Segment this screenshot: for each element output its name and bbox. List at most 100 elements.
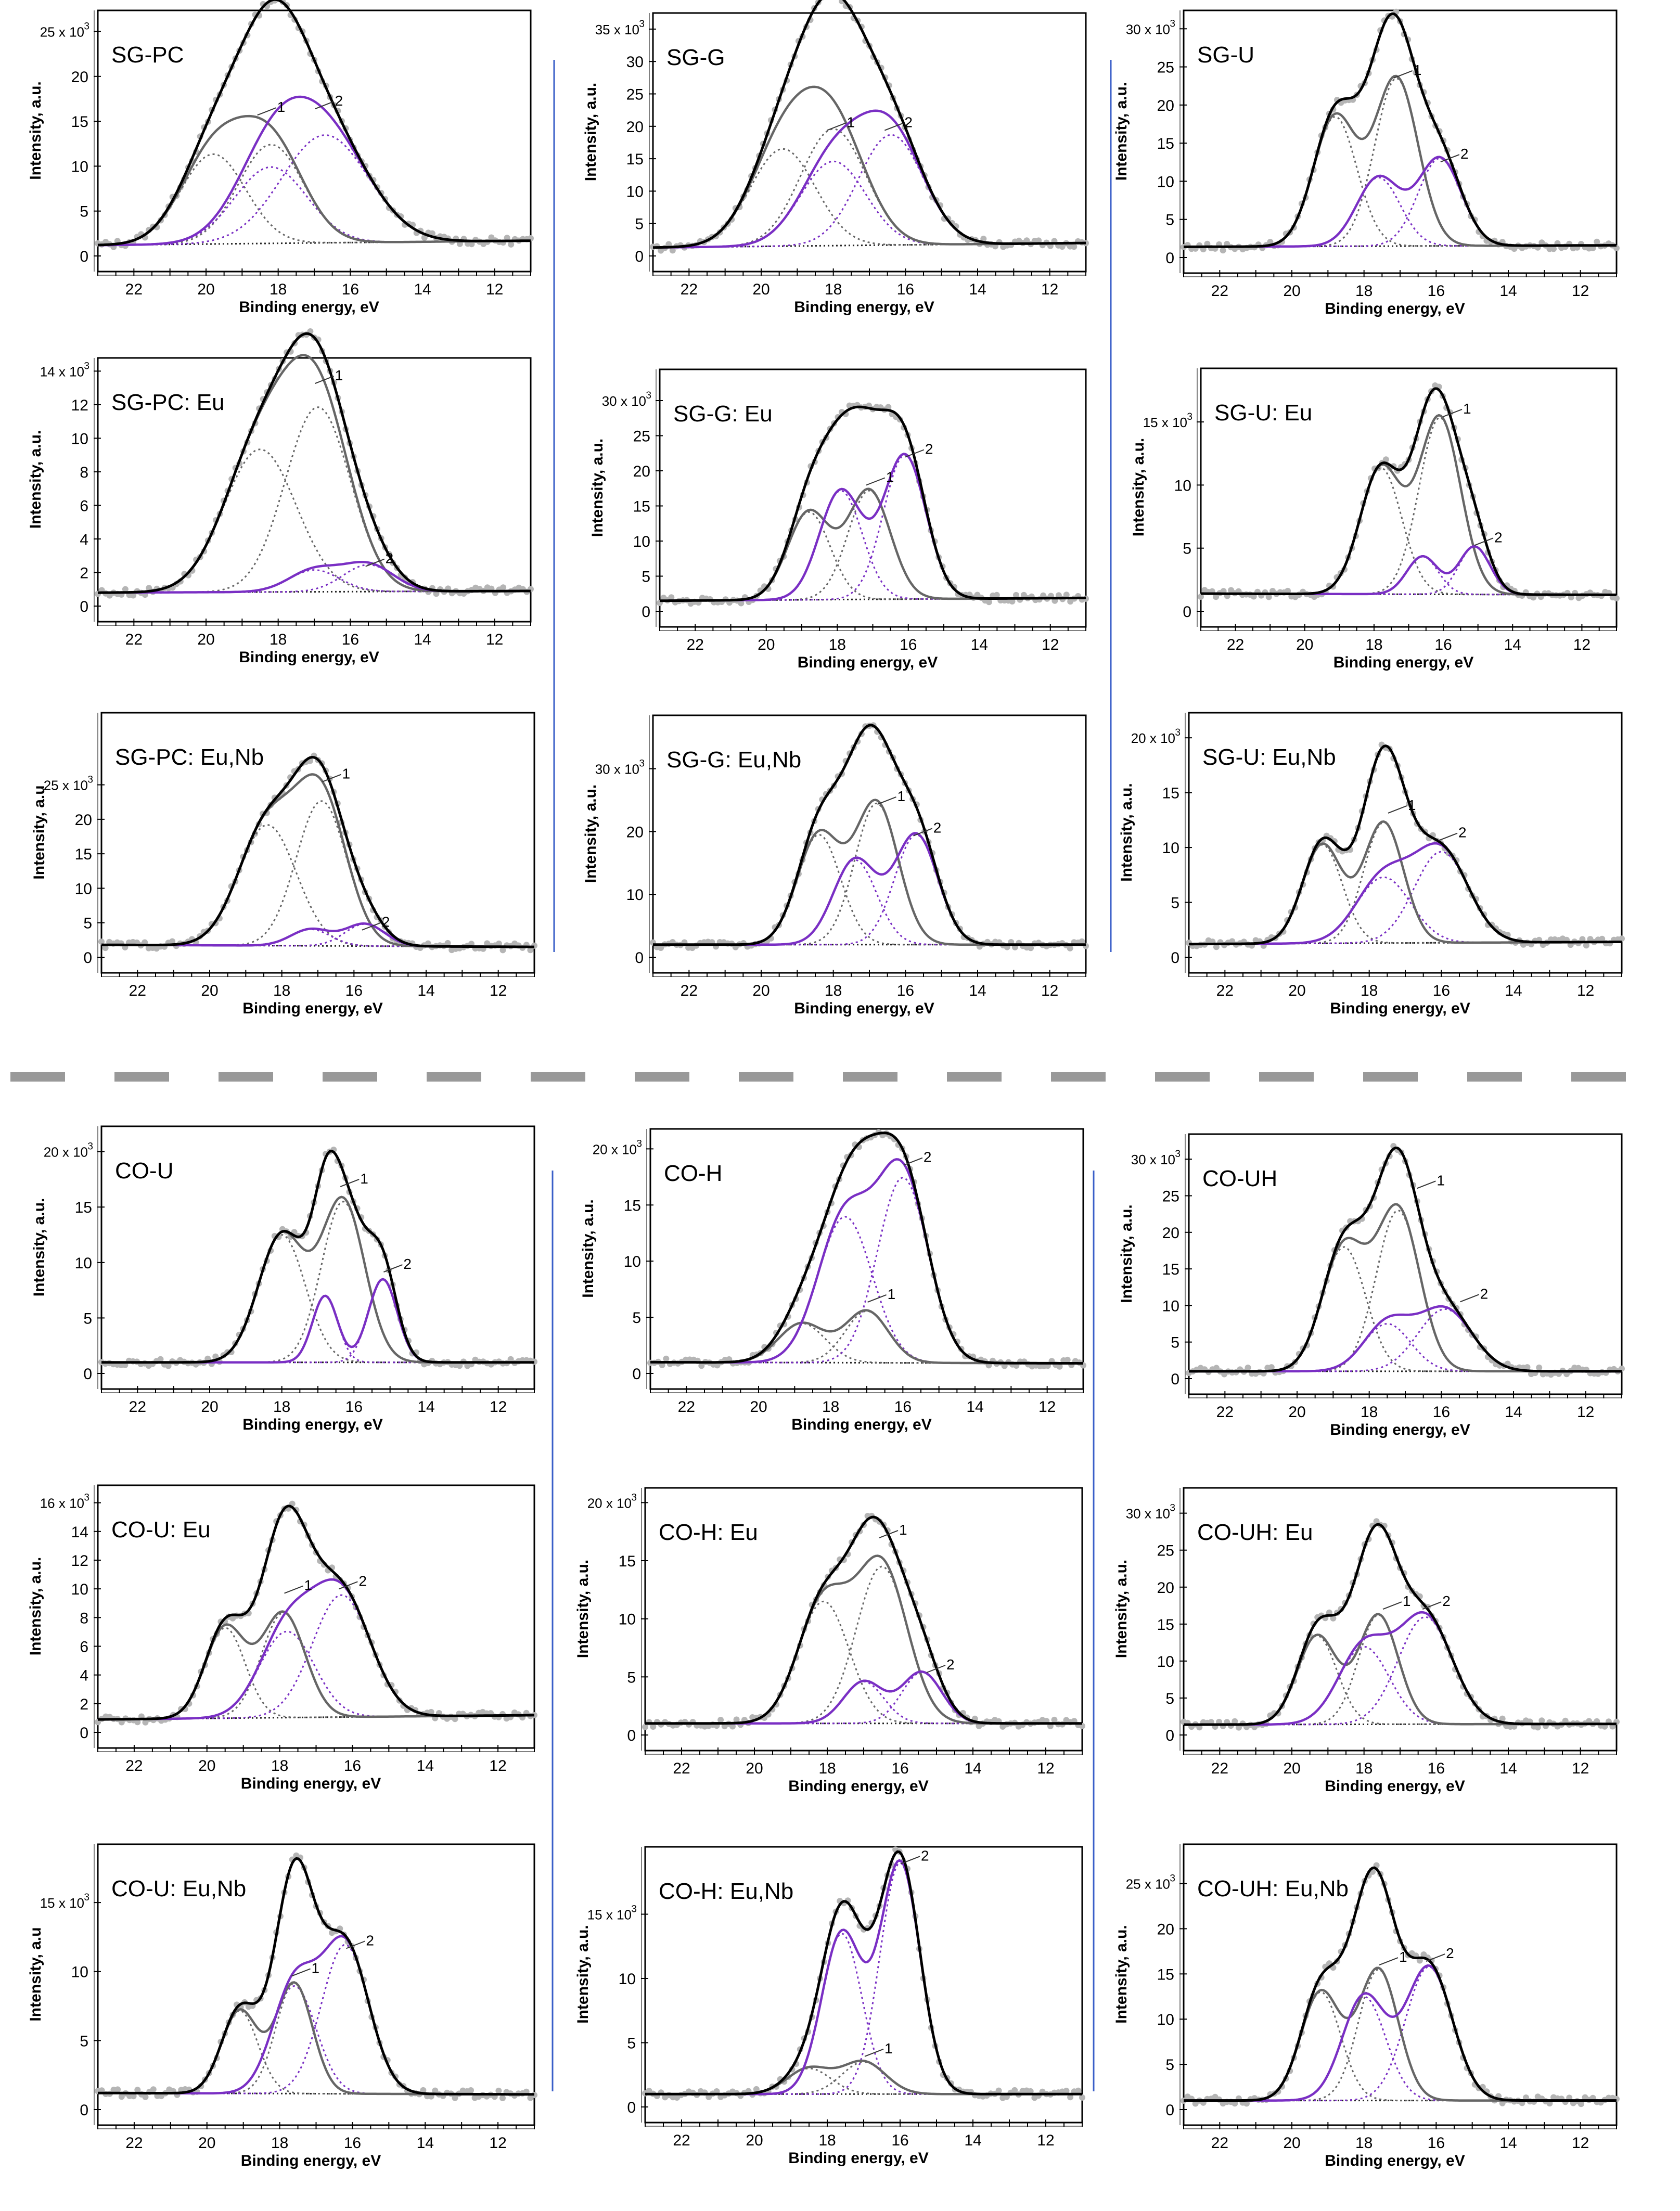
x-tick-label: 18 bbox=[818, 1760, 836, 1777]
y-axis-title: Intensity, a.u. bbox=[582, 785, 599, 883]
raw-data-point bbox=[1373, 1518, 1380, 1525]
peak1-label: 1 bbox=[304, 1577, 313, 1593]
x-axis-title: Binding energy, eV bbox=[239, 299, 379, 316]
label-leader bbox=[365, 558, 385, 567]
raw-data-point bbox=[146, 585, 152, 592]
raw-data-point bbox=[142, 2093, 149, 2100]
label-leader bbox=[1388, 805, 1407, 814]
y-tick-label: 15 bbox=[75, 846, 92, 863]
raw-data-point bbox=[452, 2094, 458, 2101]
raw-data-point bbox=[1619, 935, 1625, 942]
x-tick-label: 22 bbox=[129, 1398, 146, 1416]
x-tick-label: 14 bbox=[1504, 636, 1521, 653]
y-tick-label: 14 bbox=[71, 1524, 88, 1541]
label-leader bbox=[339, 1581, 358, 1590]
raw-data-point bbox=[165, 1362, 172, 1369]
y-tick-label: 0 bbox=[83, 949, 92, 967]
x-tick-label: 18 bbox=[270, 631, 287, 648]
label-leader bbox=[1382, 1601, 1402, 1610]
x-tick-label: 14 bbox=[417, 2135, 434, 2152]
x-tick-label: 20 bbox=[750, 1398, 767, 1416]
y-tick-label: 5 bbox=[1165, 1690, 1174, 1707]
y-axis-title: Intensity, a.u bbox=[31, 785, 48, 879]
panel-title: SG-U bbox=[1197, 42, 1254, 68]
y-tick-label: 20 bbox=[1157, 1921, 1174, 1938]
raw-data-point bbox=[1220, 247, 1226, 254]
y-tick-label: 5 bbox=[627, 2035, 636, 2052]
peak2-label: 2 bbox=[1460, 146, 1469, 162]
label-leader bbox=[884, 122, 904, 131]
plot-frame bbox=[1183, 1487, 1618, 1752]
raw-data-point bbox=[1011, 2087, 1018, 2093]
y-multiplier: 30 x 10 bbox=[595, 762, 639, 777]
x-axis-title: Binding energy, eV bbox=[242, 1000, 383, 1017]
panel-title: SG-G: Eu,Nb bbox=[666, 747, 801, 773]
peak1-label: 1 bbox=[312, 1960, 320, 1976]
x-tick-label: 22 bbox=[1211, 2135, 1228, 2152]
raw-data-point bbox=[1213, 944, 1220, 950]
y-tick-label: 10 bbox=[75, 1255, 92, 1272]
raw-data-point bbox=[1067, 2094, 1074, 2101]
plot-frame bbox=[97, 9, 532, 273]
y-tick-label: 10 bbox=[1162, 840, 1179, 857]
x-axis-title: Binding energy, eV bbox=[1325, 300, 1465, 317]
x-tick-label: 14 bbox=[964, 1760, 981, 1777]
panel-title: CO-U: Eu,Nb bbox=[111, 1876, 246, 1901]
x-tick-label: 20 bbox=[1283, 282, 1300, 300]
x-tick-label: 14 bbox=[964, 2132, 981, 2149]
envelope-curve bbox=[1189, 744, 1622, 946]
y-tick-label: 5 bbox=[1165, 212, 1174, 229]
raw-data-point bbox=[157, 1356, 164, 1362]
peak2-label: 2 bbox=[366, 1932, 374, 1948]
raw-data-point bbox=[114, 2086, 121, 2093]
x-tick-label: 16 bbox=[1428, 1760, 1445, 1777]
y-tick-label: 4 bbox=[80, 531, 88, 548]
x-tick-label: 14 bbox=[414, 281, 431, 298]
x-tick-label: 12 bbox=[1041, 281, 1058, 298]
x-tick-label: 14 bbox=[1505, 982, 1522, 999]
y-axis-title: Intensity, a.u. bbox=[1113, 82, 1130, 181]
x-tick-label: 14 bbox=[1499, 2135, 1517, 2152]
x-tick-label: 20 bbox=[198, 1757, 215, 1775]
raw-data-point bbox=[1023, 237, 1030, 244]
label-leader bbox=[291, 1968, 311, 1977]
y-multiplier: 15 x 10 bbox=[1143, 415, 1187, 430]
raw-data-point bbox=[985, 599, 992, 606]
y-axis-title: Intensity, a.u. bbox=[1113, 1925, 1130, 2023]
y-multiplier: 25 x 10 bbox=[40, 24, 84, 40]
x-tick-label: 22 bbox=[678, 1398, 695, 1416]
x-tick-label: 22 bbox=[125, 631, 143, 648]
y-tick-label: 20 bbox=[1162, 1225, 1179, 1242]
raw-data-point bbox=[508, 241, 515, 248]
raw-data-point bbox=[1035, 237, 1042, 244]
peak2-label: 2 bbox=[1494, 529, 1503, 545]
y-tick-label: 0 bbox=[627, 2099, 636, 2116]
y-tick-label: 15 bbox=[1162, 1261, 1179, 1278]
raw-data-point bbox=[1063, 2088, 1070, 2094]
y-tick-label: 20 bbox=[1157, 1579, 1174, 1597]
y-tick-label: 25 bbox=[1162, 1188, 1179, 1205]
raw-data-point bbox=[650, 1724, 657, 1730]
raw-data-point bbox=[495, 940, 502, 947]
y-tick-label: 20 bbox=[626, 824, 644, 841]
peak2-label: 2 bbox=[925, 441, 933, 457]
x-axis-title: Binding energy, eV bbox=[788, 1778, 929, 1795]
x-axis-title: Binding energy, eV bbox=[241, 1775, 381, 1792]
peak1-label: 1 bbox=[847, 114, 855, 131]
raw-data-point bbox=[504, 235, 510, 241]
y-multiplier-exponent: 3 bbox=[1170, 1503, 1175, 1514]
raw-data-point bbox=[1232, 1718, 1238, 1725]
x-tick-label: 16 bbox=[342, 631, 359, 648]
y-axis-title: Intensity, a.u. bbox=[1113, 1560, 1130, 1658]
raw-data-point bbox=[1243, 2100, 1250, 2107]
y-axis-title: Intensity, a.u. bbox=[27, 1557, 44, 1655]
x-axis-title: Binding energy, eV bbox=[1325, 1778, 1465, 1795]
raw-data-point bbox=[668, 594, 675, 601]
y-multiplier: 20 x 10 bbox=[587, 1495, 632, 1511]
y-tick-label: 2 bbox=[80, 1696, 88, 1713]
y-multiplier-exponent: 3 bbox=[87, 1141, 93, 1152]
y-multiplier-exponent: 3 bbox=[1187, 412, 1192, 422]
